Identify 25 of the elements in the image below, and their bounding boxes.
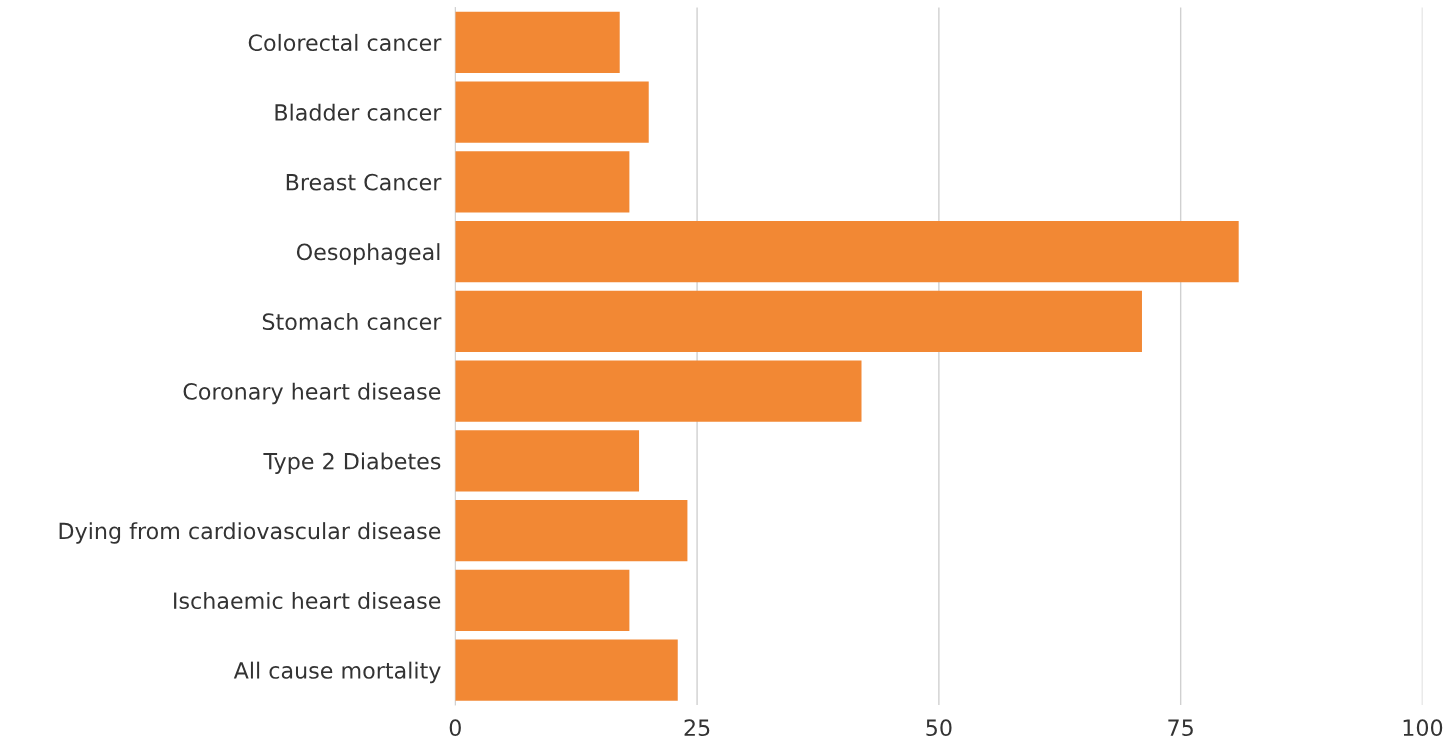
y-tick-label: Dying from cardiovascular disease [59, 522, 441, 544]
bar [455, 360, 862, 422]
bar [455, 151, 630, 213]
bar [455, 11, 620, 74]
x-tick-label: 75 [1168, 719, 1193, 737]
bar [455, 220, 1239, 283]
y-tick-label: Oesophageal [296, 243, 440, 265]
x-tick-label: 0 [449, 719, 461, 737]
bar [455, 81, 649, 143]
bar [455, 430, 640, 492]
y-tick-label: All cause mortality [233, 661, 441, 684]
bar [455, 499, 688, 562]
y-tick-label: Colorectal cancer [248, 33, 442, 52]
y-tick-label: Ischaemic heart disease [174, 591, 441, 610]
bar [455, 639, 678, 701]
bar [455, 290, 1142, 353]
y-tick-label: Coronary heart disease [183, 382, 441, 405]
y-tick-label: Type 2 Diabetes [263, 452, 441, 474]
y-tick-label: Breast Cancer [286, 173, 442, 191]
y-tick-label: Bladder cancer [275, 103, 442, 121]
x-tick-label: 100 [1403, 719, 1443, 737]
y-tick-label: Stomach cancer [262, 312, 442, 331]
x-tick-label: 25 [684, 719, 710, 737]
x-tick-label: 50 [926, 719, 952, 737]
bar [455, 569, 630, 632]
